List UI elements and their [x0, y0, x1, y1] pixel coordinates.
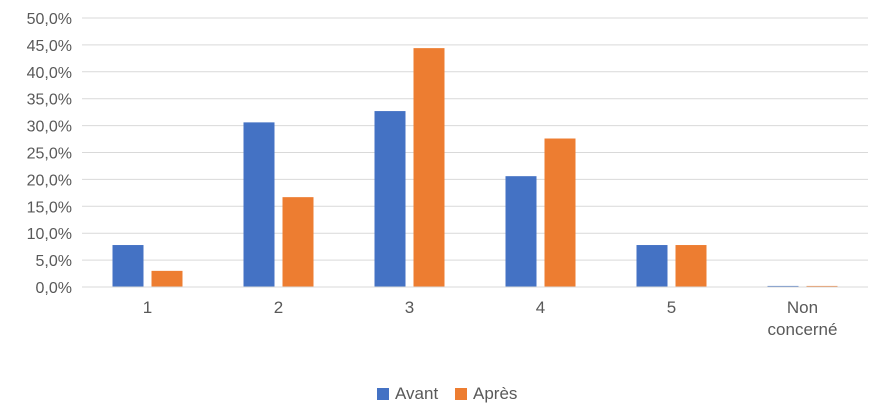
- y-tick-label: 5,0%: [36, 253, 72, 270]
- y-tick-label: 15,0%: [27, 199, 72, 216]
- bar-apr-s-6: [806, 285, 838, 287]
- bar-apr-s-2: [282, 197, 314, 287]
- bar-avant-2: [243, 122, 275, 287]
- bar-apr-s-5: [675, 245, 707, 287]
- y-tick-label: 45,0%: [27, 38, 72, 55]
- legend-swatch-apr-s: [455, 388, 467, 400]
- bar-avant-4: [505, 176, 537, 287]
- bars: [112, 48, 838, 288]
- y-tick-label: 50,0%: [27, 11, 72, 28]
- y-tick-label: 0,0%: [36, 280, 72, 297]
- y-axis-tick-labels: 0,0% 5,0% 10,0% 15,0% 20,0% 25,0% 30,0% 35,0% 40…: [27, 11, 72, 297]
- bar-apr-s-4: [544, 138, 576, 287]
- x-tick-label: 5: [667, 298, 676, 317]
- y-tick-label: 20,0%: [27, 172, 72, 189]
- x-tick-label: 4: [536, 298, 545, 317]
- x-tick-label: 2: [274, 298, 283, 317]
- y-tick-label: 10,0%: [27, 226, 72, 243]
- bar-avant-3: [374, 111, 406, 287]
- x-tick-label: Non concerné: [768, 298, 838, 339]
- y-tick-label: 40,0%: [27, 65, 72, 82]
- bar-avant-6: [767, 285, 799, 287]
- y-tick-label: 35,0%: [27, 92, 72, 109]
- bar-avant-5: [636, 245, 668, 287]
- legend-label: Après: [473, 384, 517, 403]
- bar-avant-1: [112, 245, 144, 287]
- legend: Avant Après: [377, 384, 517, 403]
- bar-apr-s-3: [413, 48, 445, 288]
- x-tick-label: 3: [405, 298, 414, 317]
- legend-swatch-avant: [377, 388, 389, 400]
- legend-label: Avant: [395, 384, 438, 403]
- x-tick-label: 1: [143, 298, 152, 317]
- y-tick-label: 25,0%: [27, 146, 72, 163]
- x-axis-category-labels: 1 2 3 4 5 Non concerné: [143, 298, 838, 339]
- bar-apr-s-1: [151, 270, 183, 287]
- gridlines: [82, 17, 868, 261]
- y-tick-label: 30,0%: [27, 119, 72, 136]
